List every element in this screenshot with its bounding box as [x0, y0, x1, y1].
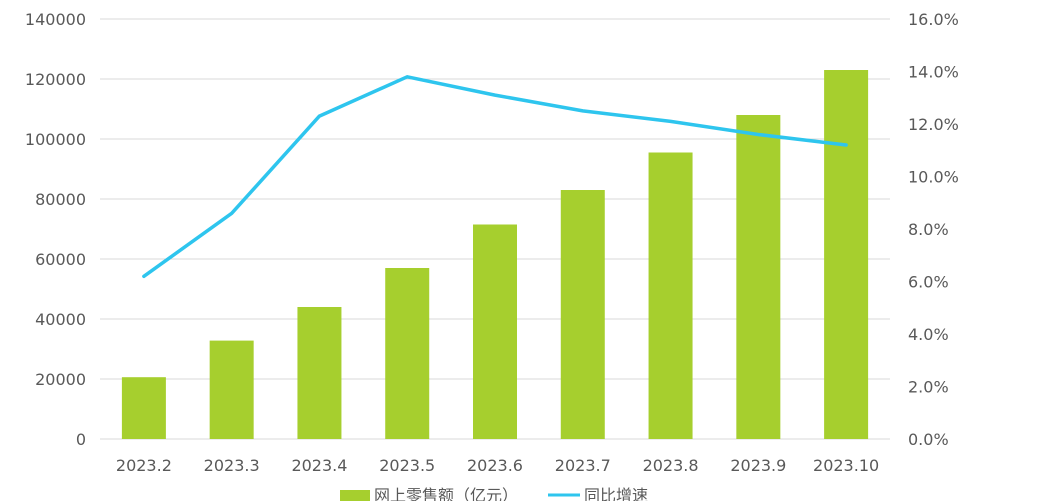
left-tick-label: 80000 [35, 190, 86, 209]
right-tick-label: 4.0% [908, 325, 949, 344]
x-tick-label: 2023.2 [116, 456, 172, 475]
x-tick-label: 2023.5 [379, 456, 435, 475]
bar [473, 224, 517, 439]
legend-bar-swatch [340, 490, 370, 501]
left-tick-label: 120000 [25, 70, 86, 89]
bar [121, 377, 166, 439]
right-axis-ticks: 0.0% 2.0% 4.0% 6.0% 8.0% 10.0% 12.0% 14.0% 16.0% [908, 10, 959, 449]
right-tick-label: 0.0% [908, 430, 949, 449]
x-tick-label: 2023.7 [555, 456, 611, 475]
right-tick-label: 10.0% [908, 168, 959, 187]
line-series [142, 75, 848, 279]
left-tick-label: 0 [76, 430, 86, 449]
bar [385, 268, 430, 439]
right-tick-label: 6.0% [908, 273, 949, 292]
x-tick-label: 2023.3 [204, 456, 260, 475]
right-tick-label: 12.0% [908, 115, 959, 134]
bar [560, 190, 605, 439]
right-tick-label: 16.0% [908, 10, 959, 29]
right-tick-label: 8.0% [908, 220, 949, 239]
left-tick-label: 60000 [35, 250, 86, 269]
left-tick-label: 100000 [25, 130, 86, 149]
bar [824, 70, 869, 439]
bar [736, 115, 781, 439]
left-tick-label: 40000 [35, 310, 86, 329]
legend-bar-label: 网上零售额（亿元） [374, 486, 518, 501]
x-tick-label: 2023.4 [291, 456, 347, 475]
x-axis-ticks: 2023.2 2023.3 2023.4 2023.5 2023.6 2023.7 2023… [116, 456, 879, 475]
left-tick-label: 140000 [25, 10, 86, 29]
right-tick-label: 2.0% [908, 378, 949, 397]
legend: 网上零售额（亿元） 同比增速 [340, 486, 648, 501]
left-tick-label: 20000 [35, 370, 86, 389]
legend-line-label: 同比增速 [584, 486, 648, 501]
left-axis-ticks: 0 20000 40000 60000 80000 100000 120000 140000 [25, 10, 86, 449]
x-tick-label: 2023.8 [643, 456, 699, 475]
x-tick-label: 2023.6 [467, 456, 523, 475]
bar [297, 307, 342, 439]
x-tick-label: 2023.10 [813, 456, 879, 475]
x-tick-label: 2023.9 [730, 456, 786, 475]
bar-series [121, 70, 869, 439]
bar [648, 152, 693, 439]
bar [209, 340, 254, 439]
right-tick-label: 14.0% [908, 63, 959, 82]
